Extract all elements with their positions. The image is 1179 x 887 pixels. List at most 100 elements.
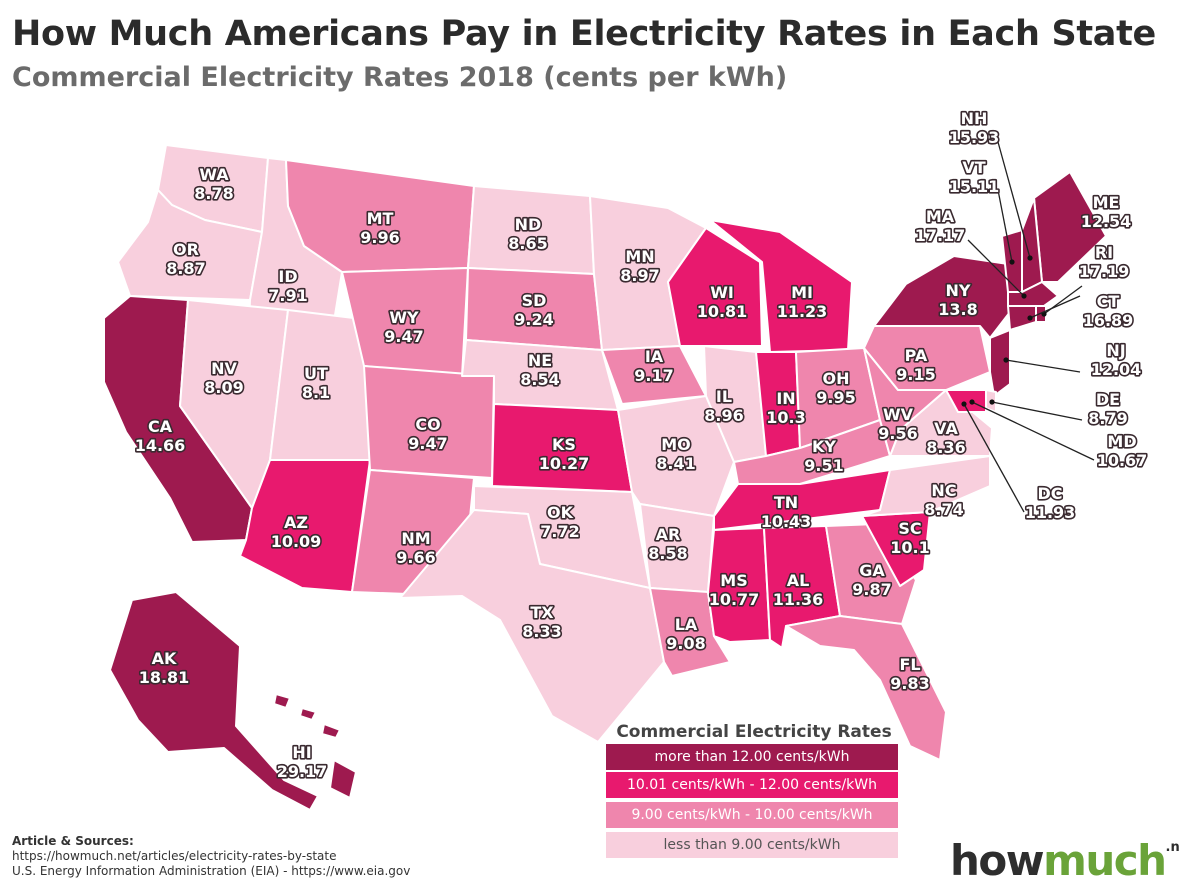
- state-label-mo: MO 8.41: [656, 435, 695, 473]
- state-label-sc: SC 10.1: [890, 519, 929, 557]
- state-rate-mt: 9.96: [360, 228, 399, 247]
- state-abbr-mt: MT: [367, 209, 394, 228]
- state-label-mt: MT 9.96: [360, 209, 399, 247]
- state-label-nd: ND 8.65: [508, 215, 547, 253]
- state-tx[interactable]: [399, 509, 665, 743]
- state-abbr-sd: SD: [522, 291, 547, 310]
- sources-eia-line: U.S. Energy Information Administration (…: [12, 864, 411, 878]
- state-abbr-de: DE: [1096, 390, 1120, 409]
- state-ny[interactable]: [873, 255, 1011, 339]
- state-label-in: IN 10.3: [766, 389, 805, 427]
- state-rate-vt: 15.11: [949, 177, 1000, 196]
- state-rate-ar: 8.58: [648, 544, 687, 563]
- state-abbr-wi: WI: [710, 283, 734, 302]
- state-nc[interactable]: [861, 455, 991, 517]
- state-az[interactable]: [239, 459, 371, 593]
- leader-line-de: [991, 401, 1083, 421]
- state-label-ks: KS 10.27: [539, 435, 590, 473]
- state-rate-nj: 12.04: [1091, 360, 1142, 379]
- leader-line-nj: [1005, 359, 1081, 373]
- state-label-sd: SD 9.24: [514, 291, 553, 329]
- leader-dot-de: [989, 399, 995, 405]
- state-wi[interactable]: [667, 227, 763, 347]
- state-abbr-ne: NE: [528, 351, 552, 370]
- state-abbr-ma: MA: [926, 207, 955, 226]
- state-rate-al: 11.36: [773, 590, 824, 609]
- state-abbr-pa: PA: [905, 346, 928, 365]
- state-hi[interactable]: [273, 693, 357, 799]
- state-rate-id: 7.91: [268, 286, 307, 305]
- state-label-wy: WY 9.47: [384, 308, 423, 346]
- state-abbr-md: MD: [1107, 432, 1136, 451]
- state-label-il: IL 8.96: [704, 387, 743, 425]
- state-abbr-ga: GA: [859, 561, 885, 580]
- state-label-wi: WI 10.81: [697, 283, 748, 321]
- state-rate-me: 12.54: [1081, 212, 1132, 231]
- state-abbr-ut: UT: [304, 364, 328, 383]
- state-label-mn: MN 8.97: [620, 247, 659, 285]
- state-label-ak: AK 18.81: [139, 649, 190, 687]
- state-abbr-ca: CA: [148, 417, 173, 436]
- state-label-nh: NH 15.93: [949, 109, 1000, 147]
- sources-article-link[interactable]: https://howmuch.net/articles/electricity…: [12, 849, 337, 863]
- state-rate-sd: 9.24: [514, 310, 553, 329]
- state-label-me: ME 12.54: [1081, 193, 1132, 231]
- state-label-al: AL 11.36: [773, 571, 824, 609]
- state-rate-nh: 15.93: [949, 128, 1000, 147]
- leader-dot-md: [969, 399, 975, 405]
- state-abbr-il: IL: [716, 387, 732, 406]
- state-rate-ct: 16.89: [1083, 311, 1134, 330]
- state-label-de: DE 8.79: [1088, 390, 1127, 428]
- state-rate-la: 9.08: [666, 634, 705, 653]
- leader-dot-nh: [1027, 255, 1033, 261]
- state-rate-de: 8.79: [1088, 409, 1127, 428]
- state-abbr-mn: MN: [625, 247, 654, 266]
- state-rate-tn: 10.43: [761, 512, 812, 531]
- leader-line-ct: [1029, 295, 1081, 319]
- state-label-ri: RI 17.19: [1079, 243, 1130, 281]
- state-abbr-ia: IA: [645, 347, 664, 366]
- state-rate-va: 8.36: [926, 438, 965, 457]
- state-label-ne: NE 8.54: [520, 351, 559, 389]
- state-md[interactable]: [945, 389, 987, 413]
- state-abbr-va: VA: [934, 419, 958, 438]
- state-abbr-mo: MO: [661, 435, 691, 454]
- state-label-md: MD 10.67: [1097, 432, 1148, 470]
- state-abbr-ms: MS: [720, 571, 747, 590]
- state-rate-ma: 17.17: [915, 226, 966, 245]
- state-abbr-ks: KS: [552, 435, 576, 454]
- state-rate-fl: 9.83: [890, 674, 929, 693]
- leader-line-md: [971, 401, 1095, 461]
- state-abbr-dc: DC: [1037, 484, 1062, 503]
- state-rate-ca: 14.66: [135, 436, 186, 455]
- state-abbr-me: ME: [1093, 193, 1120, 212]
- state-label-nm: NM 9.66: [396, 529, 435, 567]
- state-rate-ri: 17.19: [1079, 262, 1130, 281]
- state-rate-ok: 7.72: [540, 522, 579, 541]
- state-abbr-tx: TX: [530, 603, 554, 622]
- state-rate-nv: 8.09: [204, 378, 243, 397]
- state-fl[interactable]: [785, 615, 947, 761]
- state-rate-mi: 11.23: [777, 302, 828, 321]
- state-nj[interactable]: [989, 329, 1011, 397]
- state-abbr-in: IN: [776, 389, 795, 408]
- state-label-id: ID 7.91: [268, 267, 307, 305]
- state-label-dc: DC 11.93: [1025, 484, 1076, 522]
- logo-part-much: much: [1043, 836, 1167, 885]
- state-rate-ut: 8.1: [302, 383, 330, 402]
- state-label-vt: VT 15.11: [949, 158, 1000, 196]
- state-label-la: LA 9.08: [666, 615, 705, 653]
- state-label-co: CO 9.47: [408, 415, 447, 453]
- state-abbr-fl: FL: [899, 655, 920, 674]
- state-ct[interactable]: [1007, 305, 1037, 331]
- howmuch-logo[interactable]: howmuch.net: [950, 836, 1179, 885]
- state-label-ky: KY 9.51: [804, 437, 843, 475]
- state-rate-in: 10.3: [766, 408, 805, 427]
- state-abbr-nd: ND: [515, 215, 542, 234]
- state-label-ny: NY 13.8: [938, 281, 977, 319]
- state-ak[interactable]: [109, 591, 319, 811]
- state-abbr-wa: WA: [199, 165, 229, 184]
- state-abbr-ky: KY: [812, 437, 836, 456]
- state-rate-tx: 8.33: [522, 622, 561, 641]
- state-label-ma: MA 17.17: [915, 207, 966, 245]
